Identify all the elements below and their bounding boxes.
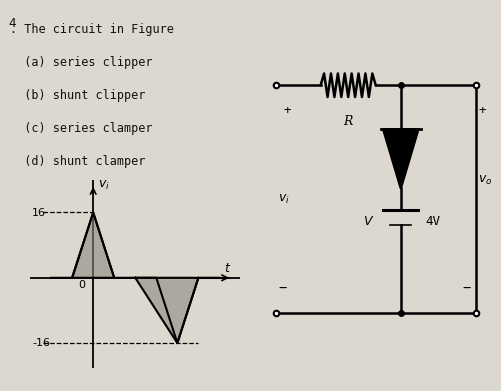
Polygon shape [383, 129, 418, 188]
Text: (a) series clipper: (a) series clipper [10, 56, 152, 69]
Text: −: − [462, 281, 471, 295]
Text: R: R [344, 115, 353, 127]
Text: 16: 16 [32, 208, 46, 217]
Text: $t$: $t$ [223, 262, 231, 276]
Text: $v_i$: $v_i$ [278, 193, 290, 206]
Text: $v_i$: $v_i$ [98, 179, 110, 192]
Text: (d) shunt clamper: (d) shunt clamper [10, 155, 145, 168]
Text: −: − [278, 281, 287, 295]
Text: (c) series clamper: (c) series clamper [10, 122, 152, 135]
Text: +: + [283, 104, 291, 117]
Polygon shape [72, 212, 114, 278]
Text: 0: 0 [79, 280, 86, 290]
Polygon shape [135, 278, 198, 343]
Text: -16: -16 [32, 338, 50, 348]
Text: 4: 4 [8, 17, 16, 30]
Text: 4V: 4V [426, 215, 441, 228]
Text: $V$: $V$ [363, 215, 374, 228]
Text: (b) shunt clipper: (b) shunt clipper [10, 89, 145, 102]
Text: . The circuit in Figure: . The circuit in Figure [10, 23, 174, 36]
Text: +: + [478, 104, 486, 117]
Text: $v_o$: $v_o$ [478, 174, 493, 187]
